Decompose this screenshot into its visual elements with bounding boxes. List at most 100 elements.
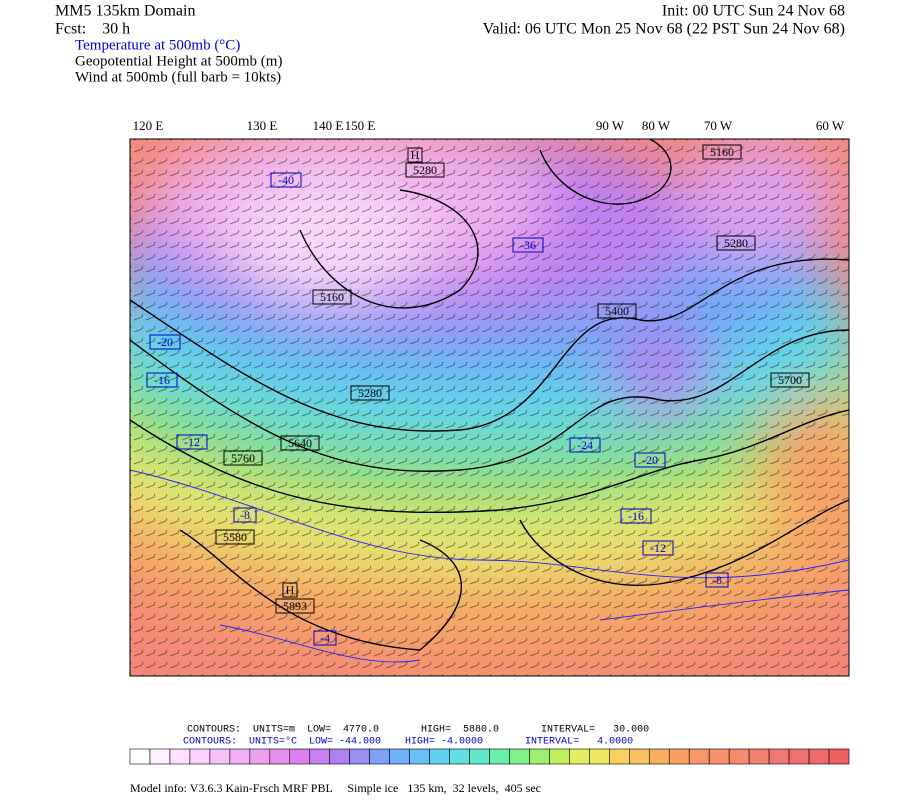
colorbar-cell (728, 748, 750, 765)
contour (179, 529, 462, 651)
colorbar-cell (569, 748, 590, 765)
colorbar-cell (489, 748, 510, 765)
contour-label: -24 (577, 438, 593, 452)
contour-label: -16 (628, 509, 644, 523)
contour-label: -20 (642, 453, 658, 467)
label-box (350, 385, 390, 401)
label-box (569, 437, 601, 453)
colorbar-cell (409, 748, 430, 765)
label-box (215, 529, 255, 545)
colorbar-cell (509, 748, 530, 765)
map-labels: H5280-4051605280564057605580H5893-4-8-12… (146, 144, 810, 646)
contour (519, 499, 849, 586)
colorbar-cell (429, 748, 450, 765)
contour (130, 329, 849, 472)
colorbar-cell (169, 748, 191, 765)
colorbar-cell (589, 748, 610, 765)
label-box (405, 162, 445, 178)
contour-label: 5160 (320, 290, 344, 304)
colorbar-cell (349, 748, 370, 765)
colorbar-cell (828, 748, 850, 765)
colorbar-cell (768, 748, 790, 765)
label-box (280, 435, 320, 451)
init-time: Init: 00 UTC Sun 24 Nov 68 (662, 3, 845, 20)
contour-label: 5160 (710, 145, 734, 159)
colorbar-cell (688, 748, 710, 765)
longitude-label: 120 E (133, 118, 164, 133)
label-box (146, 372, 178, 388)
colorbar-cell (209, 748, 231, 765)
label-box (597, 303, 637, 319)
longitude-label: 60 W (816, 118, 845, 133)
contour (130, 409, 849, 514)
map-area: H5280-4051605280564057605580H5893-4-8-12… (130, 139, 849, 676)
label-box (313, 630, 337, 646)
colorbar-cell (469, 748, 490, 765)
label-box (312, 289, 352, 305)
field-title: Temperature at 500mb (°C) (75, 37, 240, 53)
label-box (275, 598, 315, 614)
forecast-hour: Fcst: 30 h (55, 21, 130, 38)
field-title: Geopotential Height at 500mb (m) (75, 53, 282, 69)
contour-label: H (411, 148, 420, 162)
height-contour-info: CONTOURS: UNITS=m LOW= 4770.0 HIGH= 5880… (187, 725, 649, 736)
colorbar-cell (369, 748, 390, 765)
longitude-label: 90 W (596, 118, 625, 133)
colorbar-cell (249, 748, 271, 765)
contour-label: -20 (157, 335, 173, 349)
contour-label: -36 (520, 238, 536, 252)
label-box (716, 235, 756, 251)
isotherm (219, 624, 421, 663)
contour-label: 5280 (358, 386, 382, 400)
label-box (705, 572, 729, 588)
contour (130, 258, 849, 432)
colorbar-cell (189, 748, 211, 765)
isotherm (599, 589, 849, 621)
wind-barbs (130, 139, 849, 676)
colorbar-cell (289, 748, 311, 765)
longitude-label: 70 W (704, 118, 733, 133)
contour-label: 5280 (724, 236, 748, 250)
colorbar-cell (329, 748, 350, 765)
contour-label: 5893 (283, 599, 307, 613)
label-box (407, 147, 423, 163)
label-box (223, 450, 263, 466)
contour-label: -4 (320, 631, 330, 645)
colorbar-cell (229, 748, 251, 765)
contour (299, 189, 479, 309)
contour-label: -12 (650, 541, 666, 555)
contour (539, 139, 672, 205)
label-box (176, 434, 208, 450)
label-box (512, 237, 544, 253)
colorbar-cell (389, 748, 410, 765)
contour-label: -8 (240, 508, 250, 522)
colorbar-cell (788, 748, 810, 765)
colorbar-cell (668, 748, 690, 765)
temperature-contours (130, 469, 849, 663)
label-box (282, 582, 298, 598)
colorbar-cell (708, 748, 730, 765)
colorbar-cell (549, 748, 570, 765)
contour-label: -16 (154, 373, 170, 387)
colorbar-cell (748, 748, 770, 765)
map-frame (129, 138, 850, 677)
longitude-label: 130 E (247, 118, 278, 133)
contour-label: 5280 (413, 163, 437, 177)
label-box (620, 508, 652, 524)
contour-label: 5760 (231, 451, 255, 465)
domain-title: MM5 135km Domain (55, 3, 195, 20)
height-contours (130, 139, 849, 651)
longitude-label: 140 E (313, 118, 344, 133)
longitude-label: 150 E (345, 118, 376, 133)
label-box (149, 334, 181, 350)
colorbar-cell (149, 748, 171, 765)
contour-label: -12 (184, 435, 200, 449)
contour-label: -8 (712, 573, 722, 587)
colorbar-cell (309, 748, 331, 765)
contour-label: 5640 (288, 436, 312, 450)
colorbar (129, 748, 850, 765)
contour-label: 5580 (223, 530, 247, 544)
label-box (770, 372, 810, 388)
